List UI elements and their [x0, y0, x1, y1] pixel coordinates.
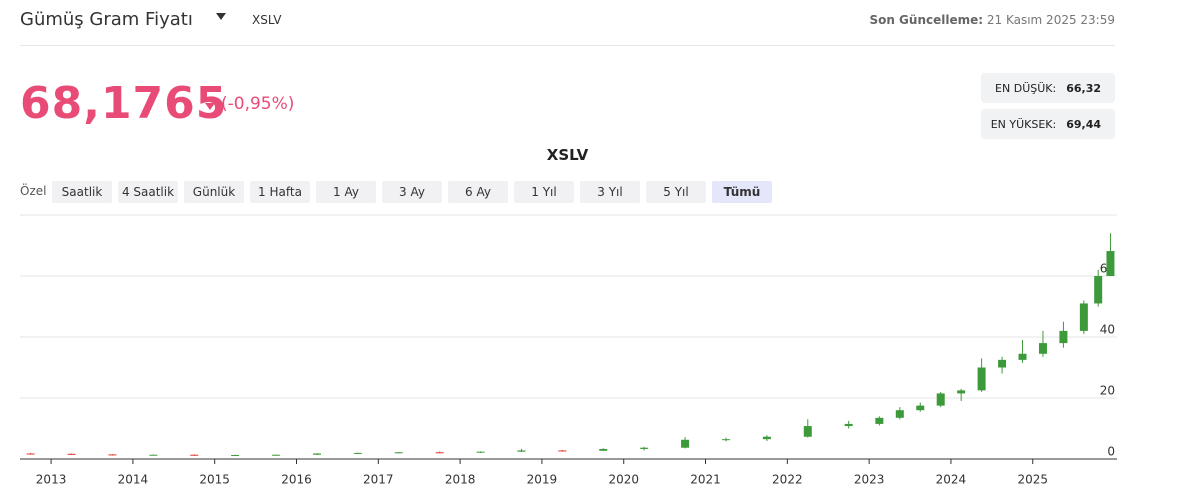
candle-body — [875, 417, 884, 424]
x-tick-label: 2019 — [527, 473, 558, 487]
range-button[interactable]: 5 Yıl — [646, 181, 706, 203]
candle-body — [681, 439, 690, 448]
candle-body — [517, 450, 526, 452]
candle-body — [998, 359, 1007, 368]
down-arrow — [205, 103, 215, 110]
candle-body — [1018, 353, 1027, 360]
high-value: 69,44 — [1066, 117, 1101, 131]
candle-body — [108, 454, 117, 456]
range-button[interactable]: 1 Ay — [316, 181, 376, 203]
candle-body — [67, 453, 76, 455]
range-button[interactable]: Saatlik — [52, 181, 112, 203]
candle-body — [312, 453, 321, 455]
candle-body — [1079, 303, 1088, 331]
candle-body — [640, 447, 649, 449]
x-tick-label: 2023 — [854, 473, 885, 487]
candle-body — [1059, 330, 1068, 344]
low-stat: EN DÜŞÜK: 66,32 — [981, 73, 1115, 103]
candle-body — [272, 454, 281, 456]
range-button[interactable]: 1 Yıl — [514, 181, 574, 203]
y-tick-label: 0 — [1107, 445, 1115, 459]
x-tick-label: 2016 — [281, 473, 312, 487]
y-tick-label: 40 — [1100, 323, 1115, 337]
candle-body — [977, 367, 986, 391]
candle-body — [1106, 251, 1115, 276]
updated-value: 21 Kasım 2025 23:59 — [986, 13, 1115, 27]
last-updated: Son Güncelleme: 21 Kasım 2025 23:59 — [869, 13, 1115, 27]
candle-body — [936, 393, 945, 406]
page-title: Gümüş Gram Fiyatı — [20, 9, 193, 30]
y-tick-label: 20 — [1100, 384, 1115, 398]
high-label: EN YÜKSEK: — [990, 117, 1057, 131]
x-tick-label: 2025 — [1017, 473, 1048, 487]
candle-body — [844, 423, 853, 427]
candle-body — [721, 439, 730, 441]
range-button[interactable]: 1 Hafta — [250, 181, 310, 203]
range-button[interactable]: 4 Saatlik — [118, 181, 178, 203]
x-tick-label: 2022 — [772, 473, 803, 487]
range-buttons: Saatlik 4 Saatlik Günlük 1 Hafta 1 Ay 3 Ay 6 A… — [52, 181, 772, 203]
candle-body — [558, 450, 567, 452]
candle-body — [957, 390, 966, 394]
divider — [20, 45, 1115, 46]
updated-label: Son Güncelleme: — [869, 13, 984, 27]
candle-body — [149, 454, 158, 456]
candle-body — [895, 410, 904, 418]
x-tick-label: 2015 — [199, 473, 230, 487]
dropdown-caret[interactable] — [216, 13, 226, 20]
low-label: EN DÜŞÜK: — [995, 81, 1057, 95]
candle-body — [599, 448, 608, 451]
candle-body — [803, 426, 812, 437]
candle-body — [1038, 343, 1047, 354]
high-stat: EN YÜKSEK: 69,44 — [981, 109, 1115, 139]
candle-body — [26, 453, 35, 455]
candle-body — [394, 452, 403, 454]
x-tick-label: 2021 — [690, 473, 721, 487]
candle-body — [353, 452, 362, 454]
x-tick-label: 2017 — [363, 473, 394, 487]
candle-body — [190, 454, 199, 456]
range-button[interactable]: Tümü — [712, 181, 772, 203]
chart-title: XSLV — [546, 146, 589, 164]
x-tick-label: 2014 — [118, 473, 149, 487]
candle-body — [1094, 276, 1103, 304]
range-button[interactable]: Günlük — [184, 181, 244, 203]
x-tick-label: 2013 — [36, 473, 67, 487]
range-button[interactable]: 6 Ay — [448, 181, 508, 203]
candle-body — [435, 452, 444, 454]
low-value: 66,32 — [1066, 81, 1101, 95]
price: 68,1765 — [20, 78, 228, 129]
range-button[interactable]: 3 Ay — [382, 181, 442, 203]
candle-body — [231, 455, 240, 457]
range-button[interactable]: 3 Yıl — [580, 181, 640, 203]
x-tick-label: 2020 — [608, 473, 639, 487]
y-tick-label: 60 — [1100, 262, 1115, 276]
candle-body — [916, 405, 925, 411]
x-tick-label: 2024 — [936, 473, 967, 487]
x-tick-label: 2018 — [445, 473, 476, 487]
symbol: XSLV — [252, 13, 282, 27]
candle-body — [476, 451, 485, 453]
candle-body — [762, 436, 771, 440]
custom-range[interactable]: Özel — [20, 184, 47, 198]
price-change: (-0,95%) — [221, 94, 295, 114]
